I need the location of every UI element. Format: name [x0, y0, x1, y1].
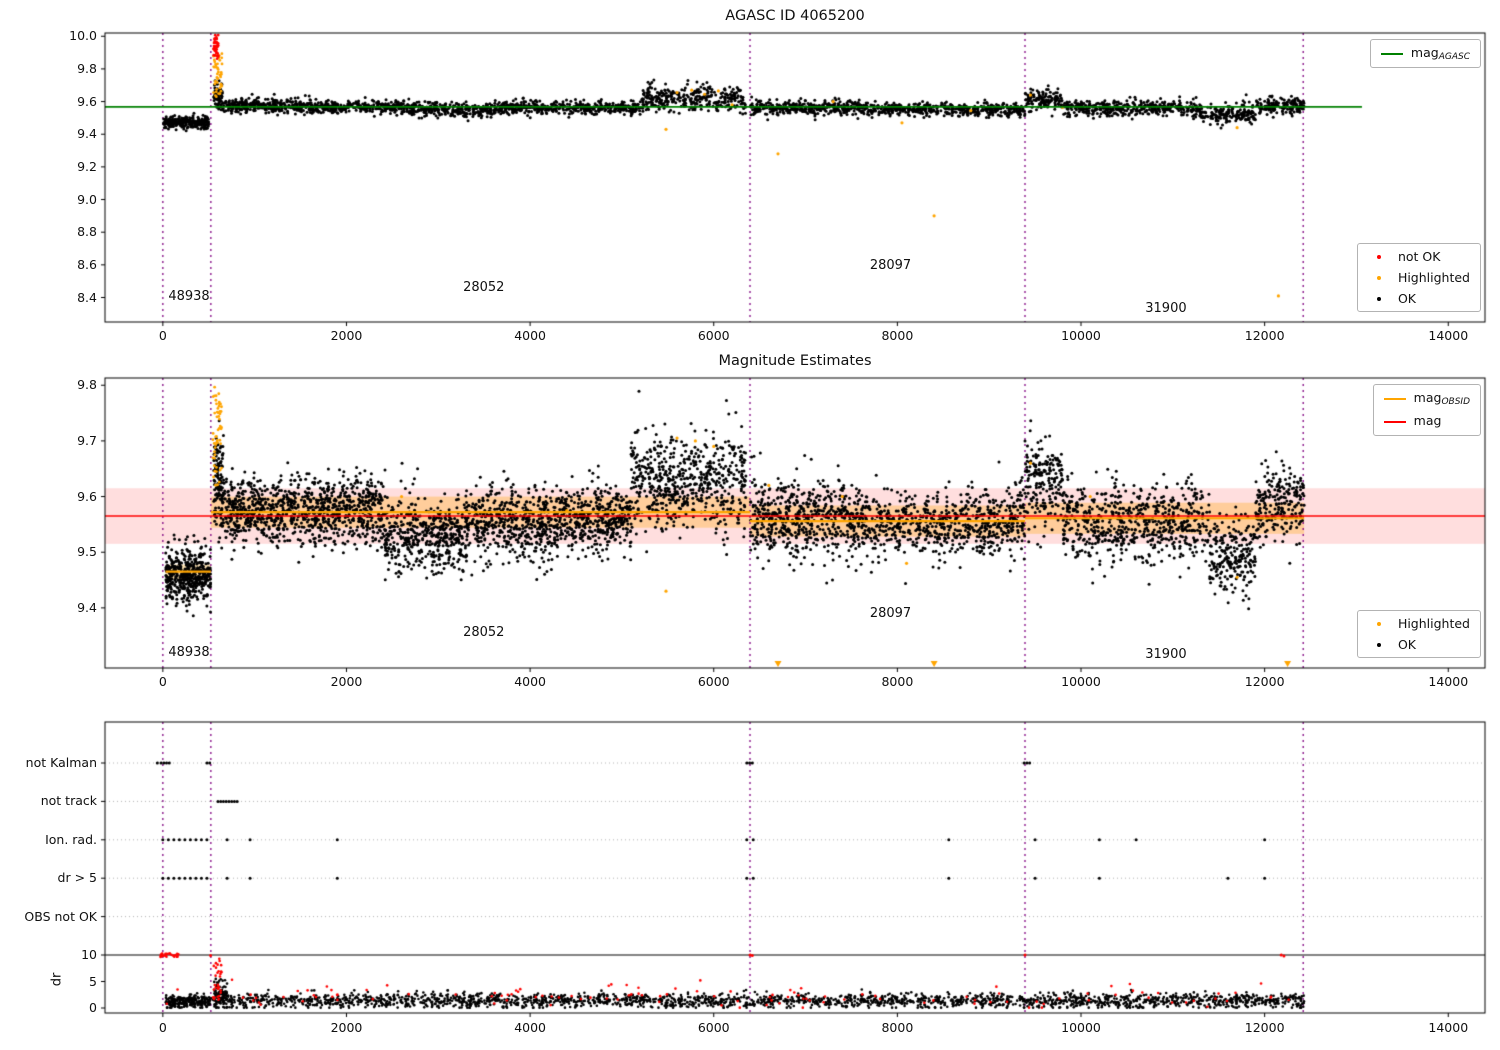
legend-entry-mag-agasc: magAGASC — [1380, 45, 1470, 62]
legend-entry-mag: mag — [1383, 413, 1470, 430]
x-tick-label: 14000 — [1428, 674, 1469, 689]
legend-text-main: mag — [1413, 390, 1442, 405]
y-tick-label: 9.6 — [77, 93, 97, 109]
y-tick-label: 9.2 — [77, 158, 97, 174]
chart1-title: AGASC ID 4065200 — [725, 8, 865, 24]
x-tick-label: 8000 — [881, 674, 914, 689]
annotation-obsid-28052: 28052 — [463, 625, 505, 641]
y-tick-label: 8.4 — [77, 289, 97, 305]
legend-text: magOBSID — [1414, 390, 1470, 407]
x-tick-label: 10000 — [1061, 1020, 1101, 1035]
x-tick-label: 12000 — [1244, 1020, 1285, 1035]
legend-entry-not-ok: not OK — [1368, 249, 1470, 264]
y-tick-label: 8.6 — [77, 256, 97, 272]
x-tick-label: 0 — [158, 328, 167, 343]
legend-entry-mag-obsid: magOBSID — [1383, 390, 1470, 407]
annotation-obsid-31900: 31900 — [1145, 300, 1187, 316]
legend-text: magAGASC — [1411, 45, 1470, 62]
legend-mag-agasc: magAGASC — [1369, 39, 1481, 68]
dr-tick-label: 5 — [89, 973, 97, 989]
mag-agasc-line-swatch — [1380, 52, 1403, 55]
x-tick-label: 2000 — [330, 674, 363, 689]
x-tick-label: 0 — [158, 674, 167, 689]
flag-row-label: Ion. rad. — [45, 831, 97, 847]
legend-entry-highlighted: Highlighted — [1368, 616, 1470, 631]
annotation-obsid-28097: 28097 — [869, 606, 912, 622]
x-tick-label: 8000 — [881, 1020, 914, 1035]
highlighted-dot-swatch — [1376, 275, 1381, 280]
flag-row-label: not Kalman — [25, 755, 97, 770]
legend-entry-ok: OK — [1368, 637, 1470, 652]
y-tick-label: 9.0 — [77, 191, 97, 207]
x-tick-label: 8000 — [881, 328, 914, 343]
y-tick-label: 9.7 — [77, 432, 97, 448]
y-tick-label: 8.8 — [77, 224, 97, 240]
legend-text-main: mag — [1413, 413, 1442, 428]
legend-text: not OK — [1397, 249, 1441, 264]
annotation-obsid-48938: 48938 — [168, 289, 210, 305]
annotation-obsid-28052: 28052 — [463, 279, 505, 295]
x-tick-label: 4000 — [514, 1020, 547, 1035]
legend-text: OK — [1397, 637, 1416, 652]
annotation-obsid-48938: 48938 — [168, 644, 210, 660]
not-ok-dot-swatch — [1376, 254, 1381, 259]
ok-dot-swatch — [1376, 296, 1381, 301]
x-tick-label: 10000 — [1061, 328, 1101, 343]
flag-row-label: OBS not OK — [24, 908, 97, 924]
x-tick-label: 12000 — [1244, 328, 1285, 343]
legend-text-sub: OBSID — [1441, 397, 1470, 407]
flag-row-label: not track — [40, 793, 97, 809]
y-tick-label: 9.6 — [77, 488, 97, 504]
x-tick-label: 10000 — [1061, 674, 1101, 689]
flag-row-label: dr > 5 — [57, 870, 97, 886]
legend-text-main: mag — [1410, 45, 1439, 60]
y-tick-label: 9.4 — [77, 126, 97, 142]
mag-obsid-line-swatch — [1383, 397, 1406, 400]
legend-status-chart2: Highlighted OK — [1356, 610, 1481, 658]
x-tick-label: 6000 — [697, 674, 730, 689]
y-tick-label: 9.8 — [77, 60, 97, 76]
ok-dot-swatch — [1376, 642, 1381, 647]
x-tick-label: 2000 — [330, 328, 363, 343]
x-tick-label: 2000 — [330, 1020, 363, 1035]
highlighted-dot-swatch — [1376, 621, 1381, 626]
legend-entry-highlighted: Highlighted — [1368, 270, 1470, 285]
y-tick-label: 9.8 — [77, 377, 97, 393]
annotation-obsid-28097: 28097 — [869, 258, 912, 274]
dr-tick-label: 10 — [81, 947, 97, 962]
y-tick-label: 10.0 — [69, 28, 97, 44]
x-tick-label: 6000 — [697, 1020, 730, 1035]
legend-text: Highlighted — [1397, 270, 1470, 285]
annotation-obsid-31900: 31900 — [1145, 646, 1187, 662]
y-tick-label: 9.4 — [77, 599, 97, 615]
x-tick-label: 4000 — [514, 674, 547, 689]
mag-line-swatch — [1383, 420, 1406, 423]
x-tick-label: 14000 — [1428, 1020, 1469, 1035]
legend-status-chart1: not OK Highlighted OK — [1356, 243, 1481, 312]
chart2-title: Magnitude Estimates — [718, 353, 872, 369]
x-tick-label: 0 — [158, 1020, 167, 1035]
legend-text: mag — [1414, 413, 1442, 430]
x-tick-label: 14000 — [1428, 328, 1469, 343]
legend-text: Highlighted — [1397, 616, 1470, 631]
legend-mag-lines: magOBSID mag — [1372, 384, 1481, 436]
x-tick-label: 4000 — [514, 328, 547, 343]
x-tick-label: 12000 — [1244, 674, 1285, 689]
legend-text-sub: AGASC — [1438, 52, 1470, 62]
dr-tick-label: 0 — [89, 1000, 97, 1015]
legend-entry-ok: OK — [1368, 291, 1470, 306]
x-tick-label: 6000 — [697, 328, 730, 343]
legend-text: OK — [1397, 291, 1416, 306]
y-tick-label: 9.5 — [77, 544, 97, 560]
